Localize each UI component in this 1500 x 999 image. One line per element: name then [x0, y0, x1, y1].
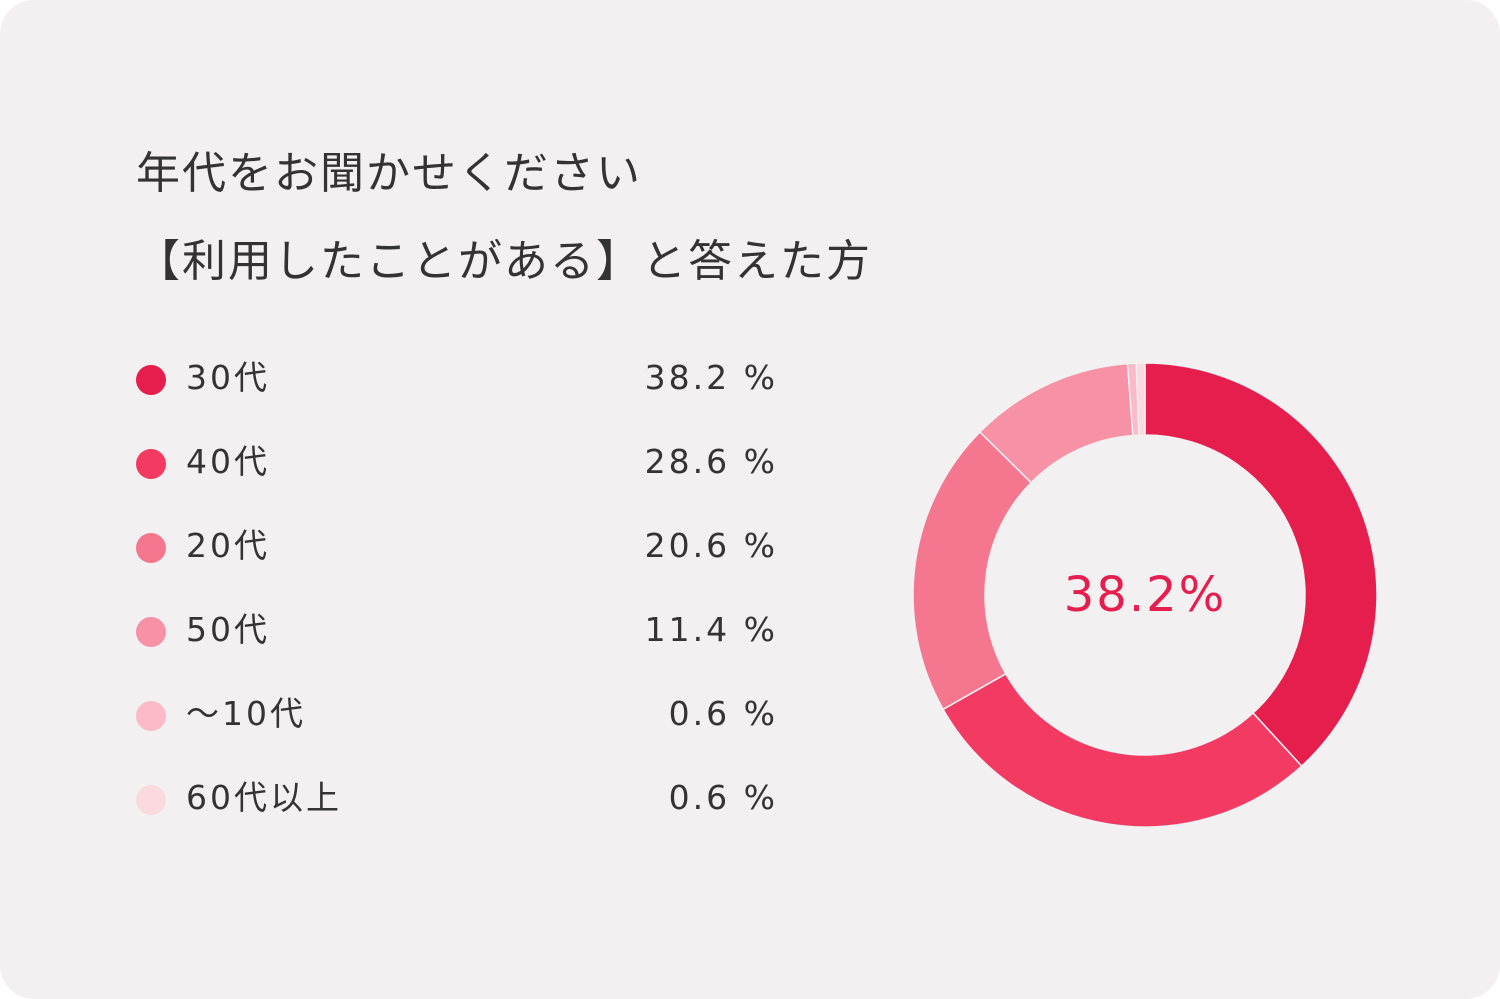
legend-item: ～10代 0.6 %	[136, 674, 786, 758]
legend-label: 40代	[186, 442, 270, 481]
legend-swatch	[136, 701, 166, 731]
donut-center-label: 38.2%	[1063, 567, 1227, 623]
legend-item: 30代 38.2 %	[136, 338, 786, 422]
legend-swatch	[136, 365, 166, 395]
donut-slice	[1144, 362, 1378, 768]
legend-swatch	[136, 785, 166, 815]
donut-slice	[1135, 362, 1146, 436]
legend-label: ～10代	[186, 694, 306, 733]
donut-slice	[942, 672, 1303, 828]
legend-value: 20.6 %	[644, 526, 778, 565]
legend-item: 40代 28.6 %	[136, 422, 786, 506]
legend-item: 20代 20.6 %	[136, 506, 786, 590]
legend-label: 20代	[186, 526, 270, 565]
legend-item: 60代以上 0.6 %	[136, 758, 786, 842]
legend-label: 50代	[186, 610, 270, 649]
legend-value: 0.6 %	[668, 694, 778, 733]
chart-title: 年代をお聞かせください 【利用したことがある】と答えた方	[136, 130, 1036, 306]
legend-swatch	[136, 449, 166, 479]
legend-value: 28.6 %	[644, 442, 778, 481]
legend-label: 60代以上	[186, 778, 342, 817]
donut-chart	[912, 362, 1378, 828]
legend-value: 11.4 %	[644, 610, 778, 649]
legend-item: 50代 11.4 %	[136, 590, 786, 674]
chart-title-line-2: 【利用したことがある】と答えた方	[136, 236, 872, 287]
legend-value: 38.2 %	[644, 358, 778, 397]
legend-value: 0.6 %	[668, 778, 778, 817]
legend-swatch	[136, 533, 166, 563]
chart-title-line-1: 年代をお聞かせください	[136, 148, 642, 199]
chart-legend: 30代 38.2 % 40代 28.6 % 20代 20.6 % 50代 11.4 % ～10代…	[136, 338, 786, 842]
legend-label: 30代	[186, 358, 270, 397]
legend-swatch	[136, 617, 166, 647]
